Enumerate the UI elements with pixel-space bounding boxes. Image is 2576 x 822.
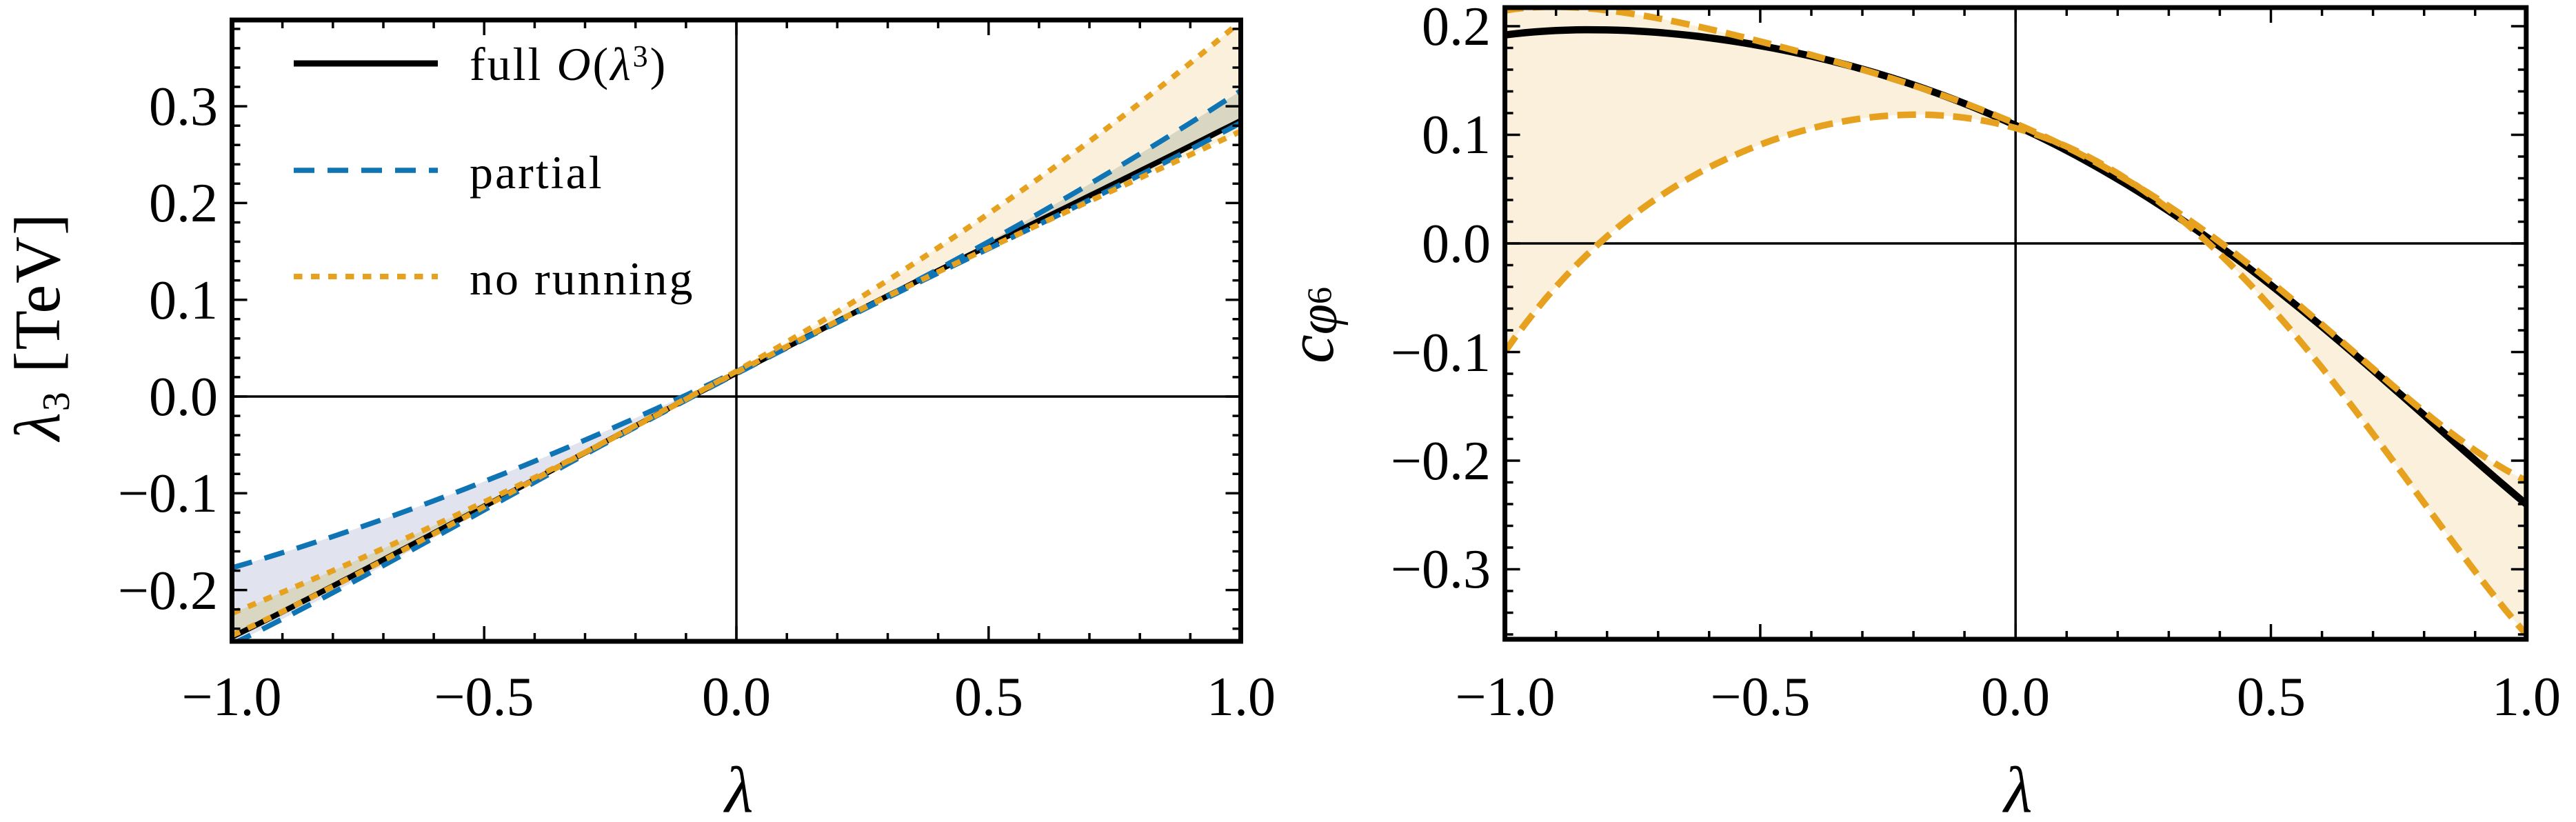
svg-text:−1.0: −1.0 bbox=[1455, 667, 1555, 728]
svg-text:0.2: 0.2 bbox=[1422, 0, 1491, 57]
svg-text:0.0: 0.0 bbox=[1422, 214, 1491, 274]
svg-text:0.5: 0.5 bbox=[2237, 667, 2306, 728]
svg-text:0.2: 0.2 bbox=[149, 173, 218, 234]
svg-text:0.5: 0.5 bbox=[954, 667, 1023, 728]
svg-text:0.0: 0.0 bbox=[702, 667, 771, 728]
svg-text:no running: no running bbox=[470, 252, 695, 305]
svg-text:λ3 [TeV]: λ3 [TeV] bbox=[2, 212, 78, 443]
svg-text:0.1: 0.1 bbox=[1422, 105, 1491, 166]
svg-text:0.1: 0.1 bbox=[149, 270, 218, 331]
svg-text:−0.2: −0.2 bbox=[1391, 431, 1491, 492]
svg-text:0.0: 0.0 bbox=[149, 367, 218, 428]
svg-text:λ: λ bbox=[723, 754, 753, 819]
svg-text:1.0: 1.0 bbox=[1207, 667, 1276, 728]
svg-text:−1.0: −1.0 bbox=[181, 667, 281, 728]
svg-text:0.0: 0.0 bbox=[1981, 667, 2050, 728]
svg-text:0.3: 0.3 bbox=[149, 77, 218, 137]
svg-text:−0.2: −0.2 bbox=[118, 561, 218, 621]
svg-text:−0.3: −0.3 bbox=[1391, 539, 1491, 600]
svg-text:partial: partial bbox=[470, 146, 604, 199]
svg-text:−0.5: −0.5 bbox=[434, 667, 534, 728]
svg-text:cφ6: cφ6 bbox=[1276, 287, 1349, 363]
svg-text:−0.5: −0.5 bbox=[1710, 667, 1810, 728]
svg-text:−0.1: −0.1 bbox=[118, 463, 218, 524]
svg-text:−0.1: −0.1 bbox=[1391, 323, 1491, 383]
svg-text:1.0: 1.0 bbox=[2492, 667, 2561, 728]
svg-text:λ: λ bbox=[2002, 754, 2032, 819]
